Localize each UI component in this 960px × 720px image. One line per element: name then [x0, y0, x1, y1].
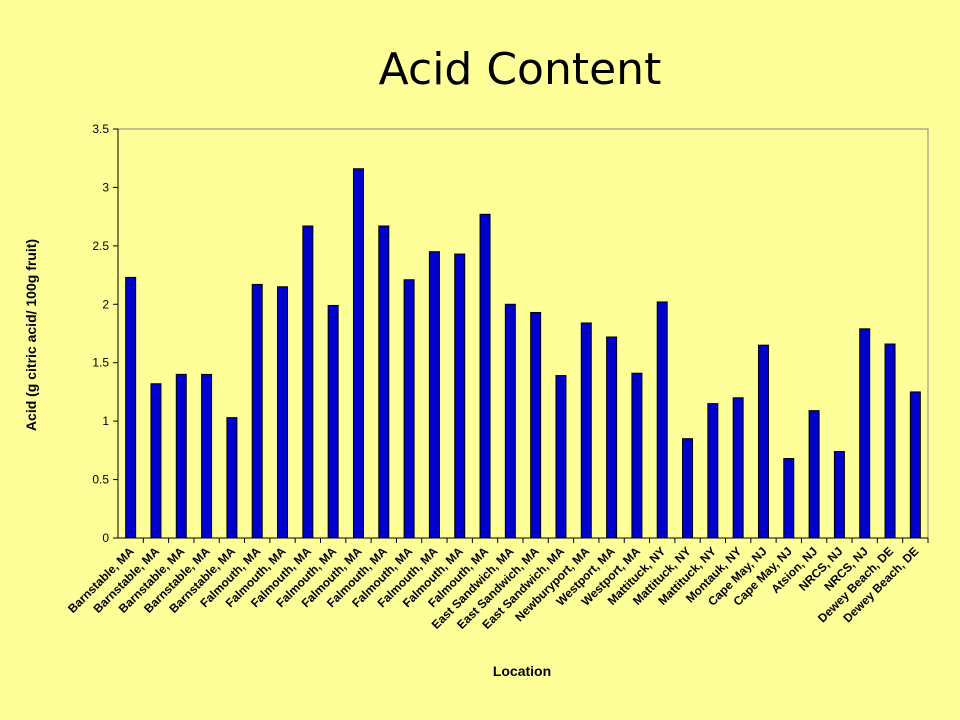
- y-tick-label: 0: [102, 531, 109, 545]
- bar: [909, 391, 921, 539]
- bar: [428, 251, 440, 539]
- bar: [833, 451, 845, 539]
- bar: [226, 417, 238, 539]
- bar: [783, 458, 795, 539]
- bar: [580, 322, 592, 539]
- bar: [201, 373, 213, 539]
- y-tick-label: 3: [102, 180, 109, 194]
- y-tick-label: 2: [102, 297, 109, 311]
- y-tick-label: 1.5: [92, 356, 109, 370]
- bars: [125, 168, 921, 539]
- bar: [732, 397, 744, 539]
- y-axis-title: Acid (g citric acid/ 100g fruit): [23, 239, 39, 431]
- y-tick-label: 1: [102, 414, 109, 428]
- bar: [656, 301, 668, 539]
- bar: [859, 328, 871, 539]
- bar: [150, 383, 162, 539]
- bar: [327, 304, 339, 539]
- bar: [352, 168, 364, 539]
- slide-title: Acid Content: [378, 44, 662, 95]
- plot-frame: [117, 128, 929, 539]
- bar: [504, 303, 516, 539]
- bar: [302, 225, 314, 539]
- x-axis-title: Location: [493, 663, 551, 679]
- bar: [707, 403, 719, 539]
- y-tick-labels: 0 0.5 1 1.5 2 2.5 3 3.5: [92, 122, 109, 545]
- bar: [378, 225, 390, 539]
- bar: [251, 283, 263, 539]
- bar: [682, 438, 694, 539]
- bar: [530, 311, 542, 539]
- bar: [175, 373, 187, 539]
- bar: [125, 276, 137, 539]
- bar: [454, 253, 466, 539]
- bar: [403, 279, 415, 539]
- bar: [277, 286, 289, 539]
- bar: [555, 375, 567, 539]
- bar: [606, 336, 618, 539]
- bar: [757, 344, 769, 539]
- y-tick-label: 2.5: [92, 239, 109, 253]
- bar: [479, 213, 491, 539]
- plot-border: [117, 128, 929, 539]
- bar: [884, 343, 896, 539]
- y-tick-label: 3.5: [92, 122, 109, 136]
- bar: [808, 410, 820, 539]
- y-tick-label: 0.5: [92, 473, 109, 487]
- bar: [631, 372, 643, 539]
